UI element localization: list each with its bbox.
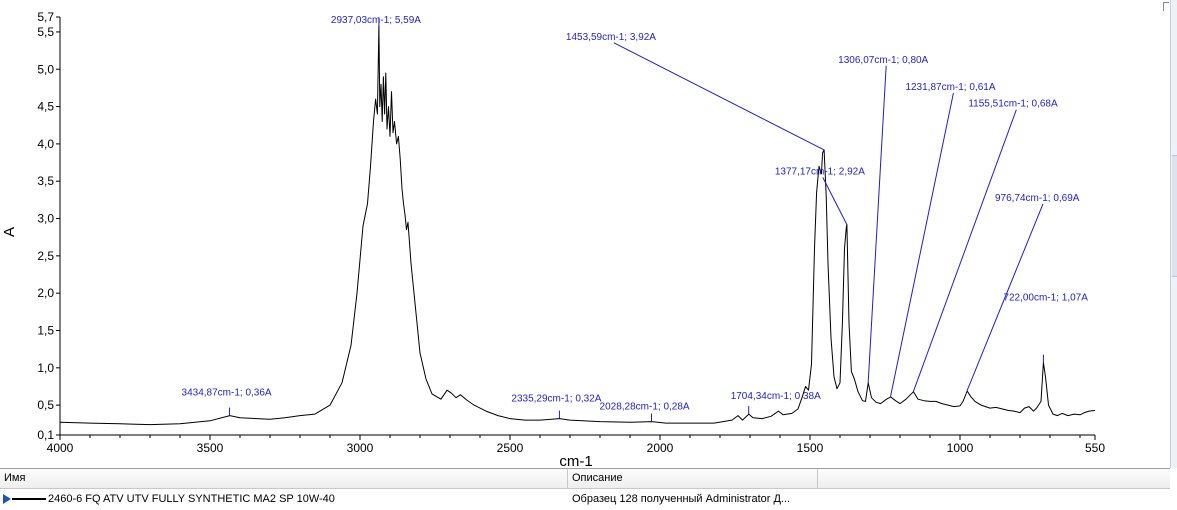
y-tick-label-5,0: 5,0	[37, 62, 54, 76]
table-header: Имя Описание	[0, 469, 1170, 489]
y-tick-label-2,0: 2,0	[37, 286, 54, 300]
column-header-description[interactable]: Описание	[568, 469, 818, 488]
y-tick-label-3,0: 3,0	[37, 212, 54, 226]
y-tick-label-1,5: 1,5	[37, 324, 54, 338]
current-row-arrow-icon	[3, 494, 11, 504]
peak-leader-line	[912, 109, 1017, 392]
peak-leader-line	[966, 203, 1044, 392]
x-tick-label-3500: 3500	[197, 441, 224, 455]
peak-leader-line	[889, 92, 954, 398]
y-tick-label-5,5: 5,5	[37, 25, 54, 39]
x-tick-label-3000: 3000	[347, 441, 374, 455]
peak-label: 1704,34cm-1; 0,38A	[731, 391, 821, 402]
x-tick-label-2000: 2000	[647, 441, 674, 455]
peak-label: 2335,29cm-1; 0,32A	[511, 394, 601, 405]
y-tick-label-2,5: 2,5	[37, 249, 54, 263]
peak-label: 1231,87cm-1; 0,61A	[905, 82, 995, 93]
x-tick-label-4000: 4000	[47, 441, 74, 455]
peak-label: 722,00cm-1; 1,07A	[1003, 293, 1088, 304]
series-line-swatch	[12, 498, 46, 500]
y-tick-label-5,7: 5,7	[37, 10, 54, 24]
corner-marker	[1163, 2, 1169, 11]
x-tick-label-1000: 1000	[947, 441, 974, 455]
side-panel-tab[interactable]	[1172, 155, 1177, 277]
x-axis-title: cm-1	[559, 453, 592, 468]
y-tick-label-1,0: 1,0	[37, 361, 54, 375]
peak-leader-line	[867, 65, 887, 383]
right-side-panel-strip[interactable]	[1170, 0, 1177, 468]
row-name-cell: 2460-6 FQ ATV UTV FULLY SYNTHETIC MA2 SP…	[48, 493, 335, 505]
peak-label: 1453,59cm-1; 3,92A	[566, 32, 656, 43]
y-tick-label-0,5: 0,5	[37, 398, 54, 412]
y-tick-label-3,5: 3,5	[37, 174, 54, 188]
row-description-cell: Образец 128 полученный Administrator Д..…	[572, 493, 791, 505]
x-tick-label-2500: 2500	[497, 441, 524, 455]
peak-leader-line	[822, 177, 848, 225]
peak-label: 976,74cm-1; 0,69A	[995, 193, 1080, 204]
spectrum-list-table: Имя Описание 2460-6 FQ ATV UTV FULLY SYN…	[0, 468, 1170, 510]
x-tick-label-1500: 1500	[797, 441, 824, 455]
y-axis-title: A	[1, 227, 18, 237]
peak-leader-line	[613, 42, 825, 151]
peak-label: 2937,03cm-1; 5,59A	[331, 15, 421, 26]
peak-label: 1377,17cm-1; 2,92A	[775, 167, 865, 178]
peak-label: 1155,51cm-1; 0,68A	[968, 99, 1058, 110]
y-tick-label-0,1: 0,1	[37, 428, 54, 442]
y-tick-label-4,5: 4,5	[37, 100, 54, 114]
spectrum-series-line-0	[59, 24, 1096, 426]
spectrum-chart-svg: 4000 3500 3000 2500 2000 1500 1000 550 0,1 0,5 1,0…	[1, 10, 1105, 468]
x-tick-label-550: 550	[1085, 441, 1105, 455]
spectrum-chart: 4000 3500 3000 2500 2000 1500 1000 550 0,1 0,5 1,0…	[1, 2, 1169, 468]
peak-label: 2028,28cm-1; 0,28A	[600, 402, 690, 413]
column-header-name[interactable]: Имя	[0, 469, 568, 488]
y-tick-label-4,0: 4,0	[37, 137, 54, 151]
table-row[interactable]: 2460-6 FQ ATV UTV FULLY SYNTHETIC MA2 SP…	[0, 489, 1170, 509]
peak-label: 1306,07cm-1; 0,80A	[838, 55, 928, 66]
peak-label: 3434,87cm-1; 0,36A	[182, 388, 272, 399]
